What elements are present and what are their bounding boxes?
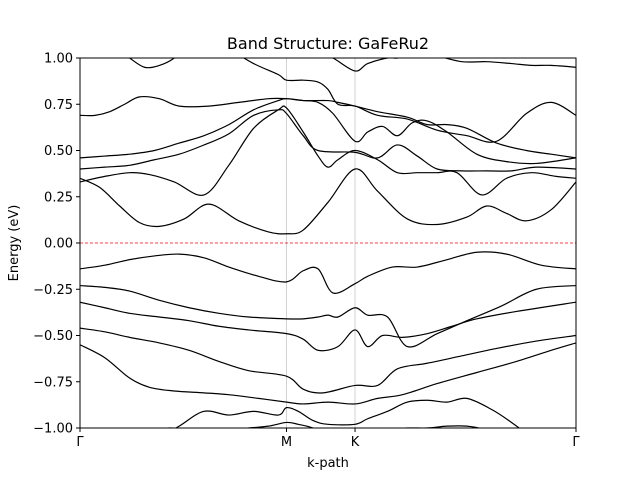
band-line-14 [163, 421, 482, 428]
x-tick-label: Γ [76, 435, 84, 450]
band-line-5 [80, 251, 576, 294]
bands-layer [80, 58, 576, 428]
y-tick-label: 1.00 [44, 52, 73, 67]
y-axis-label: Energy (eV) [7, 205, 22, 282]
chart-title: Band Structure: GaFeRu2 [227, 34, 429, 53]
x-tick-label: Γ [572, 435, 580, 450]
y-tick-label: −0.75 [33, 375, 73, 390]
band-line-11 [242, 58, 576, 143]
band-line-2 [80, 327, 576, 394]
y-tick-label: 0.25 [44, 190, 73, 205]
band-line-1 [80, 342, 576, 405]
y-tick-label: 0.50 [44, 144, 73, 159]
y-axis-ticks: −1.00 −0.75 −0.50 −0.25 0.00 0.25 0.50 0.75 1.00 [33, 52, 80, 437]
y-tick-label: 0.75 [44, 98, 73, 113]
x-axis-label: k-path [307, 456, 349, 471]
band-line-13 [174, 397, 521, 428]
band-line-9 [80, 98, 576, 165]
band-line-12 [129, 58, 576, 72]
band-line-8 [80, 109, 576, 172]
y-tick-label: −1.00 [33, 422, 73, 437]
band-line-10 [80, 95, 576, 159]
band-line-3 [80, 301, 576, 352]
y-tick-label: −0.50 [33, 329, 73, 344]
x-tick-label: K [351, 435, 360, 450]
y-tick-label: 0.00 [44, 237, 73, 252]
band-line-4 [80, 284, 576, 348]
band-line-6 [80, 168, 576, 235]
x-tick-label: M [281, 435, 292, 450]
y-tick-label: −0.25 [33, 283, 73, 298]
band-line-7 [80, 105, 576, 196]
